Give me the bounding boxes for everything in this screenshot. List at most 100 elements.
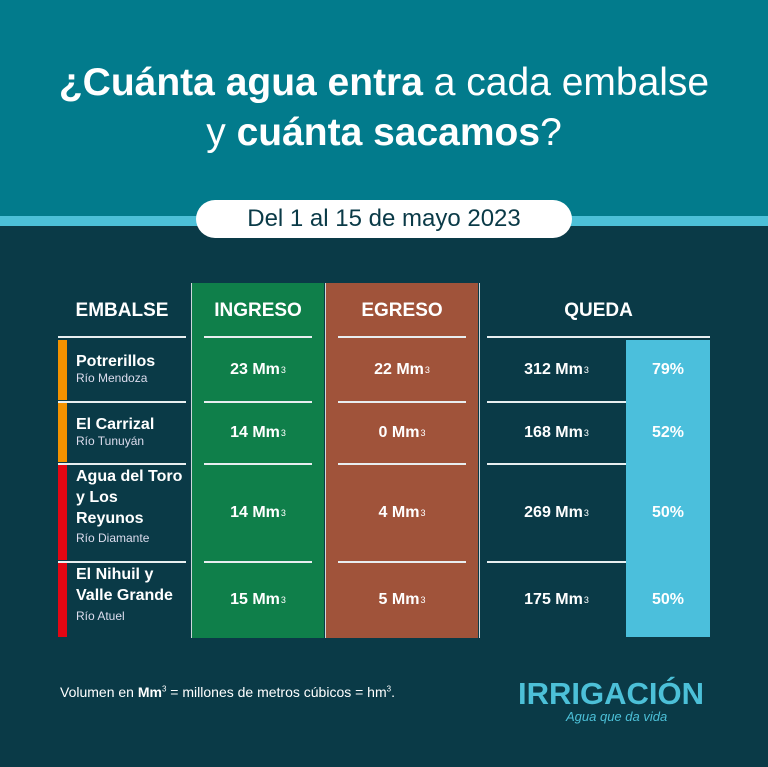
header-queda: QUEDA [564,300,633,321]
divider [325,283,326,638]
ingreso-cell-value: 23 Mm [230,361,280,378]
unit-superscript: 3 [420,595,426,605]
header-ingreso: INGRESO [214,300,302,321]
row-separator [58,336,186,338]
reservoir-name: Potrerillos [76,353,156,370]
ingreso-cell: 15 Mm 3 [192,563,324,637]
egreso-column-bg [326,283,478,638]
reservoir-name: El Nihuil y Valle Grande [76,566,173,604]
egreso-cell: 22 Mm 3 [326,340,478,400]
queda-cell-value: 269 Mm [524,503,583,521]
row-separator [338,336,466,338]
title-end: ? [540,111,562,154]
irrigacion-logo: IRRIGACIÓN [518,676,704,711]
queda-cell: 312 Mm 3 [487,340,626,400]
reservoir-status-bar [58,465,67,560]
footnote: Volumen en Mm3 = millones de metros cúbi… [60,684,395,700]
period-badge: Del 1 al 15 de mayo 2023 [196,200,572,238]
row-separator [204,561,312,563]
header-embalse: EMBALSE [75,300,169,321]
ingreso-cell: 14 Mm 3 [192,465,324,560]
divider [479,283,480,638]
unit-superscript: 3 [583,507,589,518]
river-name: Río Diamante [76,531,150,545]
percent-cell-value: 52% [651,423,685,441]
percent-cell: 79% [626,340,710,400]
unit-superscript: 3 [583,427,589,438]
divider [191,283,192,638]
row-separator [58,463,186,465]
title-bold-1: ¿Cuánta agua entra [58,61,423,104]
page-title: ¿Cuánta agua entra a cada embalse y cuán… [0,58,768,158]
logo-tagline: Agua que da vida [566,709,668,724]
row-separator [487,401,710,403]
row-separator [204,336,312,338]
row-separator [58,561,186,563]
queda-cell: 168 Mm 3 [487,403,626,462]
header-band [0,0,768,216]
reservoir-status-bar [58,403,67,462]
unit-superscript: 3 [280,427,286,438]
unit-superscript: 3 [280,365,286,375]
percent-bg [626,563,710,637]
percent-cell-value: 79% [651,361,685,378]
percent-cell: 52% [626,403,710,462]
row-separator [58,401,186,403]
percent-bg [626,465,710,563]
river-name: Río Mendoza [76,371,148,385]
river-name: Río Atuel [76,609,125,623]
title-rest-2: y [206,111,237,154]
ingreso-column-bg [192,283,324,638]
ingreso-cell: 23 Mm 3 [192,340,324,400]
egreso-cell: 0 Mm 3 [326,403,478,462]
egreso-cell-value: 0 Mm [378,423,420,441]
queda-cell: 269 Mm 3 [487,465,626,560]
row-separator [204,401,312,403]
reservoir-status-bar [58,563,67,637]
queda-cell-value: 168 Mm [524,423,583,441]
queda-cell-value: 175 Mm [524,591,583,608]
ingreso-cell-value: 14 Mm [230,423,280,441]
row-separator [338,401,466,403]
percent-bg [626,340,710,403]
unit-superscript: 3 [583,595,589,605]
reservoir-status-bar [58,340,67,400]
footnote-sup: 3 [161,684,167,694]
title-rest-1: a cada embalse [422,61,710,104]
egreso-cell-value: 4 Mm [378,503,420,521]
ingreso-cell: 14 Mm 3 [192,403,324,462]
unit-superscript: 3 [424,365,430,375]
unit-superscript: 3 [420,427,426,438]
title-bold-2: cuánta sacamos [236,111,541,154]
footnote-pre: Volumen en [60,684,138,700]
ingreso-cell-value: 14 Mm [230,503,280,521]
unit-superscript: 3 [280,507,286,518]
percent-cell-value: 50% [651,503,685,521]
footnote-unit: Mm [137,684,162,700]
river-name: Río Tunuyán [76,434,145,448]
percent-bg [626,403,710,465]
egreso-cell: 5 Mm 3 [326,563,478,637]
egreso-cell-value: 22 Mm [374,361,424,378]
percent-cell: 50% [626,563,710,637]
unit-superscript: 3 [280,595,286,605]
percent-cell: 50% [626,465,710,560]
unit-superscript: 3 [583,365,589,375]
row-separator [487,561,710,563]
queda-cell: 175 Mm 3 [487,563,626,637]
queda-cell-value: 312 Mm [524,361,583,378]
egreso-cell-value: 5 Mm [378,591,420,608]
footnote-post: = millones de metros cúbicos = hm [166,684,387,700]
row-separator [338,463,466,465]
unit-superscript: 3 [420,507,426,518]
ingreso-cell-value: 15 Mm [230,591,280,608]
row-separator [204,463,312,465]
egreso-cell: 4 Mm 3 [326,465,478,560]
percent-cell-value: 50% [651,591,685,608]
row-separator [338,561,466,563]
reservoir-name: El Carrizal [76,416,155,433]
row-separator [487,336,710,338]
header-egreso: EGRESO [361,300,443,321]
reservoir-name: Agua del Toro y Los Reyunos [76,468,183,527]
row-separator [487,463,710,465]
